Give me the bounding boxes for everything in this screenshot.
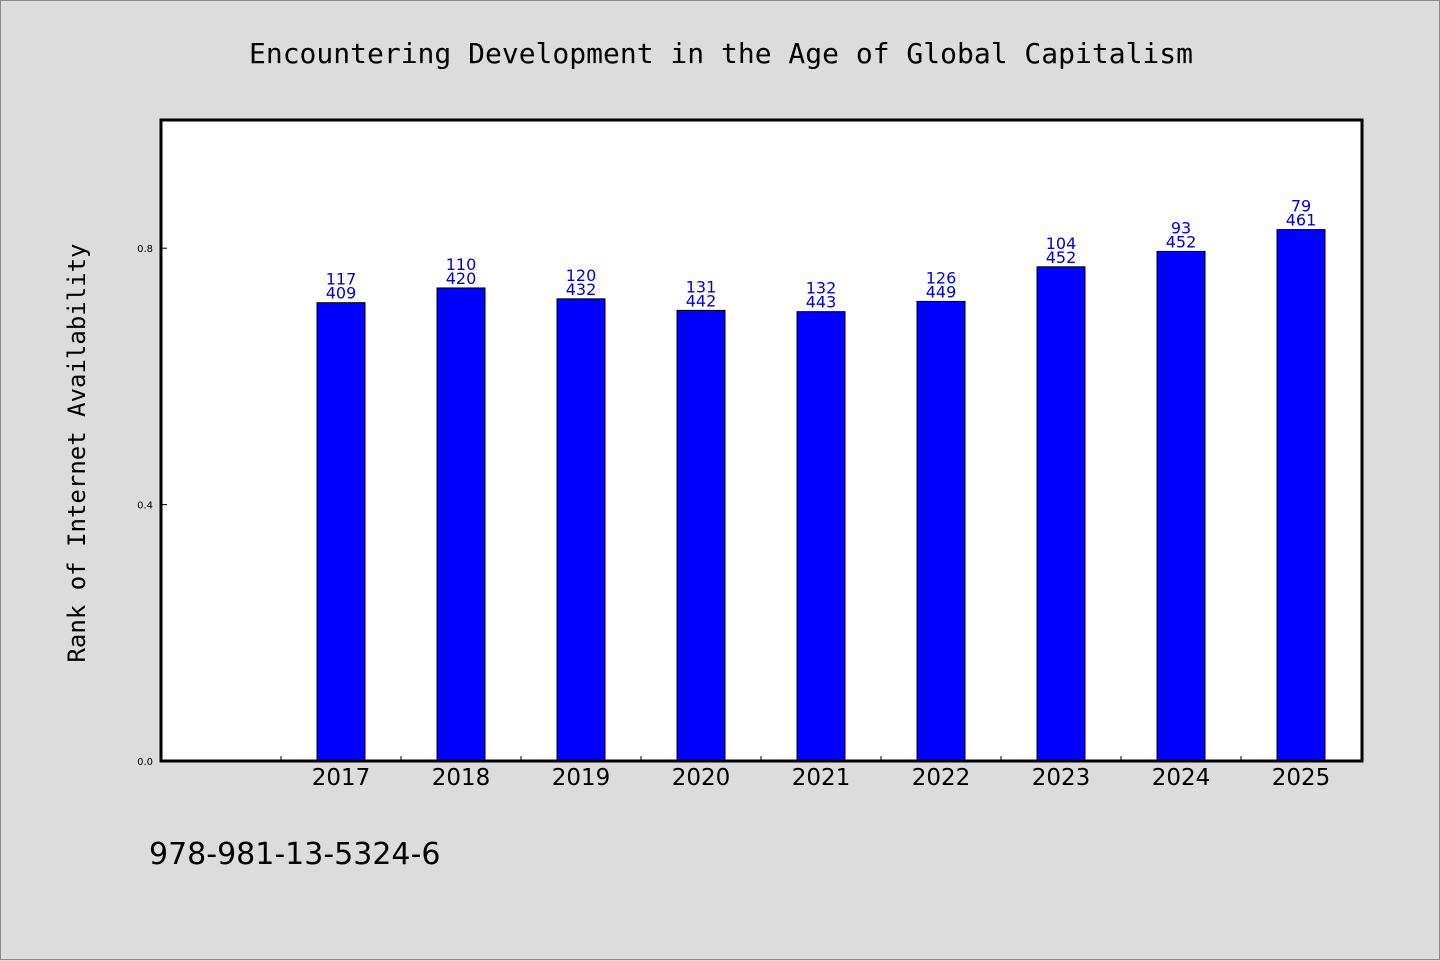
bar-2017	[316, 302, 366, 762]
y-tick-label: 0.4	[137, 501, 153, 512]
bars-layer	[316, 229, 1326, 762]
bar-2019	[556, 298, 606, 762]
bar-2025	[1276, 229, 1326, 762]
y-tick-label: 0.0	[137, 757, 153, 768]
data-label-top: 126	[926, 268, 957, 287]
isbn-footer: 978-981-13-5324-6	[149, 837, 440, 872]
x-tick-label: 2024	[1152, 765, 1211, 791]
y-tick-label: 0.8	[137, 244, 153, 255]
data-label-top: 132	[806, 279, 837, 298]
data-label-top: 117	[326, 270, 357, 289]
data-label-top: 79	[1291, 197, 1311, 216]
data-label-bottom: 442	[686, 291, 717, 310]
bar-2018	[436, 287, 486, 762]
x-tick-label: 2025	[1272, 765, 1331, 791]
data-label-bottom: 452	[1046, 248, 1077, 267]
chart-title: Encountering Development in the Age of G…	[249, 37, 1193, 70]
y-axis-label: Rank of Internet Availability	[63, 243, 91, 662]
x-tick-label: 2021	[792, 765, 851, 791]
plot-border	[159, 118, 1364, 763]
bar-2020	[676, 309, 726, 762]
data-label-bottom: 461	[1286, 211, 1317, 230]
bar-2024	[1156, 250, 1206, 762]
data-label-top: 93	[1171, 218, 1191, 237]
x-tick-label: 2020	[672, 765, 731, 791]
data-label-bottom: 409	[326, 284, 357, 303]
data-label-bottom: 420	[446, 269, 477, 288]
data-label-bottom: 449	[926, 282, 957, 301]
x-ticks: 2017 2018 2019 2020 2021 2022 2023 2024 2025	[280, 756, 1362, 791]
data-label-bottom: 452	[1166, 232, 1197, 251]
data-label-top: 131	[686, 277, 717, 296]
data-label-top: 110	[446, 255, 477, 274]
x-tick-label: 2019	[552, 765, 611, 791]
x-tick-label: 2018	[432, 765, 491, 791]
data-label-bottom: 432	[566, 280, 597, 299]
bar-2023	[1036, 266, 1086, 762]
data-label-top: 120	[566, 266, 597, 285]
x-tick-label: 2017	[312, 765, 371, 791]
x-tick-label: 2022	[912, 765, 971, 791]
bar-2021	[796, 311, 846, 762]
data-label-bottom: 443	[806, 293, 837, 312]
x-tick-label: 2023	[1032, 765, 1091, 791]
bar-2022	[916, 300, 966, 762]
data-label-top: 104	[1046, 234, 1077, 253]
